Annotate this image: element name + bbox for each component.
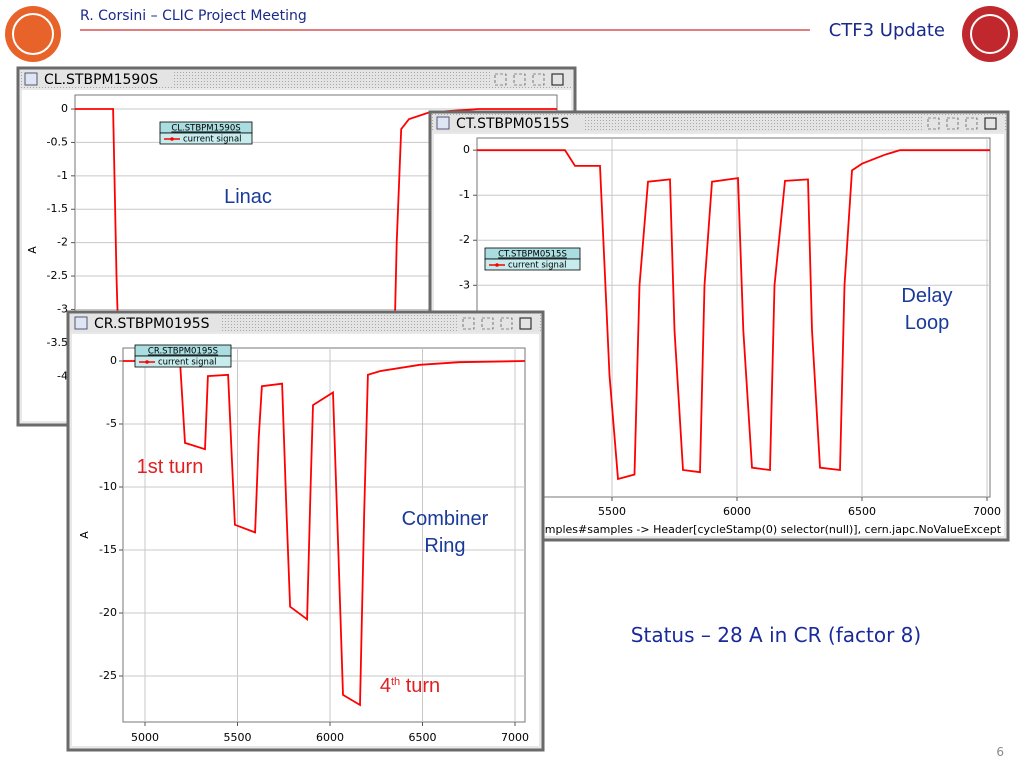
window-title: CL.STBPM1590S xyxy=(44,72,158,88)
window-icon xyxy=(436,116,450,130)
window-title: CR.STBPM0195S xyxy=(94,316,210,332)
title-buttons-bg xyxy=(924,115,1004,131)
annotation-text: turn xyxy=(400,675,440,697)
header-section: CTF3 Update xyxy=(829,20,945,41)
window-button xyxy=(946,117,959,130)
annotation: 1st turn xyxy=(137,456,204,478)
annotation: Delay xyxy=(901,285,952,307)
x-tick-label: 6500 xyxy=(409,731,437,744)
clic-logo-ring xyxy=(12,13,54,55)
y-tick-label: -10 xyxy=(99,480,117,493)
y-tick-label: 0 xyxy=(463,143,470,156)
y-tick-label: -2 xyxy=(459,233,470,246)
window-button xyxy=(965,117,978,130)
annotation: Loop xyxy=(905,312,950,334)
y-tick-label: -20 xyxy=(99,606,117,619)
x-tick-label: 7000 xyxy=(501,731,529,744)
y-tick-label: 0 xyxy=(110,354,117,367)
ctf3-logo-ring xyxy=(970,14,1010,54)
x-tick-label: 5000 xyxy=(131,731,159,744)
window-button xyxy=(519,317,532,330)
legend-label: current signal xyxy=(158,358,217,368)
y-tick-label: -3 xyxy=(57,302,68,315)
plot-area xyxy=(476,137,991,498)
plot-area xyxy=(122,347,526,723)
y-tick-label: -5 xyxy=(106,417,117,430)
signal-line xyxy=(477,149,990,481)
y-tick-label: -1.5 xyxy=(47,202,68,215)
legend-entry-bg xyxy=(134,355,232,368)
y-tick-label: -1 xyxy=(57,169,68,182)
window-icon xyxy=(74,316,88,330)
chart-window: CT.STBPM0515S0-1-2-35500600065007000ACT.… xyxy=(428,110,1010,542)
window-button xyxy=(462,317,475,330)
title-bar-label-bg xyxy=(434,115,584,131)
legend-title: CT.STBPM0515S xyxy=(498,250,567,260)
x-tick-label: 6500 xyxy=(848,505,876,518)
legend-entry-bg xyxy=(484,258,581,271)
y-tick-label: -0.5 xyxy=(47,135,68,148)
x-tick-label: 5500 xyxy=(224,731,252,744)
y-axis-label: A xyxy=(78,531,91,539)
x-tick-label: 5500 xyxy=(598,505,626,518)
legend-swatch-dot xyxy=(170,137,174,141)
window-title: CT.STBPM0515S xyxy=(456,116,569,132)
legend-title: CL.STBPM1590S xyxy=(171,124,240,134)
annotation: 4th turn xyxy=(380,675,440,697)
page-number: 6 xyxy=(996,745,1004,759)
window-button xyxy=(927,117,940,130)
annotation-text: 4 xyxy=(380,675,391,697)
x-tick-label: 6000 xyxy=(723,505,751,518)
status-note: Status – 28 A in CR (factor 8) xyxy=(631,623,921,647)
status-bar-text: amples#samples -> Header[cycleStamp(0) s… xyxy=(538,523,1002,536)
legend-title: CR.STBPM0195S xyxy=(148,347,218,357)
y-tick-label: 0 xyxy=(61,102,68,115)
annotation-superscript: th xyxy=(391,676,400,688)
x-tick-label: 7000 xyxy=(973,505,1001,518)
signal-line xyxy=(123,360,525,707)
window-icon xyxy=(24,72,38,86)
legend-swatch-dot xyxy=(495,263,499,267)
legend-swatch-dot xyxy=(145,360,149,364)
y-tick-label: -4 xyxy=(57,369,68,382)
y-tick-label: -25 xyxy=(99,669,117,682)
window-button xyxy=(494,73,507,86)
window-button xyxy=(532,73,545,86)
header-author: R. Corsini – CLIC Project Meeting xyxy=(80,8,307,24)
x-tick-label: 6000 xyxy=(316,731,344,744)
legend-label: current signal xyxy=(183,135,242,145)
window-button xyxy=(551,73,564,86)
title-bar-label-bg xyxy=(22,71,172,87)
y-tick-label: -1 xyxy=(459,188,470,201)
title-buttons-bg xyxy=(491,71,571,87)
title-bar-label-bg xyxy=(72,315,222,331)
window-button xyxy=(513,73,526,86)
y-tick-label: -3.5 xyxy=(47,336,68,349)
legend-label: current signal xyxy=(508,261,567,271)
y-tick-label: -15 xyxy=(99,543,117,556)
annotation: Ring xyxy=(424,535,465,557)
chart-window: CR.STBPM0195S 0 -5 -10 -15 -20 -25 5000 5500 6000… xyxy=(66,310,545,752)
legend-entry-bg xyxy=(159,132,253,145)
y-tick-label: -2.5 xyxy=(47,269,68,282)
title-buttons-bg xyxy=(459,315,539,331)
annotation: Combiner xyxy=(402,508,489,530)
y-axis-label: A xyxy=(26,246,39,254)
window-button xyxy=(984,117,997,130)
window-button xyxy=(500,317,513,330)
annotation: Linac xyxy=(224,186,272,208)
window-button xyxy=(481,317,494,330)
y-tick-label: -3 xyxy=(459,278,470,291)
y-tick-label: -2 xyxy=(57,236,68,249)
